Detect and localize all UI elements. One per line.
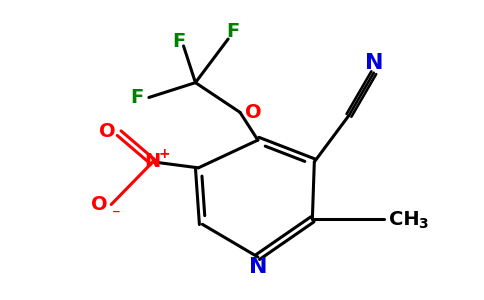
Text: N: N [364, 53, 383, 73]
Text: F: F [172, 32, 185, 50]
Text: N: N [145, 152, 161, 171]
Text: N: N [249, 257, 267, 277]
Text: ⁻: ⁻ [112, 206, 121, 224]
Text: CH: CH [389, 210, 419, 229]
Text: F: F [227, 22, 240, 40]
Text: 3: 3 [418, 217, 428, 231]
Text: +: + [159, 147, 170, 161]
Text: O: O [91, 195, 107, 214]
Text: O: O [245, 103, 261, 122]
Text: F: F [130, 88, 144, 107]
Text: O: O [99, 122, 116, 141]
